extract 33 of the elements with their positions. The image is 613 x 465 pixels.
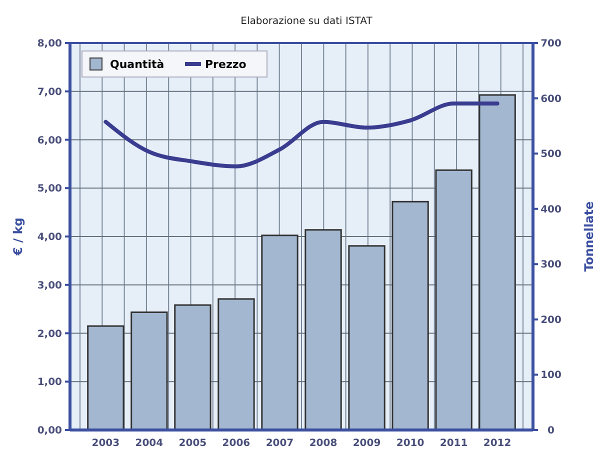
x-tick-label: 2007 <box>266 438 294 449</box>
y2-tick-label: 500 <box>540 149 562 160</box>
y-tick-label: 5,00 <box>37 184 62 195</box>
x-tick-label: 2004 <box>135 438 164 449</box>
y2-tick-label: 400 <box>540 204 562 216</box>
y-tick-label: 0,00 <box>37 426 62 436</box>
y2-tick-label: 300 <box>540 260 562 271</box>
y2-tick-label: 100 <box>540 370 562 382</box>
x-tick-label: 2011 <box>440 438 468 449</box>
x-tick-label: 2010 <box>396 438 424 449</box>
y-tick-label: 6,00 <box>37 135 62 146</box>
y2-axis-title: Tonnellate <box>582 201 596 272</box>
y2-tick-label: 700 <box>540 38 562 50</box>
line-series <box>104 101 500 168</box>
y-tick-label: 4,00 <box>37 232 62 243</box>
y2-tick-label: 0 <box>548 426 555 436</box>
y-tick-label: 3,00 <box>37 280 62 292</box>
x-tick-label: 2012 <box>483 438 512 449</box>
y-tick-label: 7,00 <box>37 86 62 98</box>
y-tick-label: 2,00 <box>37 328 62 340</box>
y2-tick-label: 200 <box>540 314 562 326</box>
y-axis-title: € / kg <box>11 218 25 256</box>
y2-tick-label: 600 <box>540 94 562 105</box>
x-tick-label: 2006 <box>222 438 250 449</box>
legend-label: Quantità <box>110 58 164 71</box>
chart-subtitle: Elaborazione su dati ISTAT <box>240 16 374 27</box>
y-tick-label: 1,00 <box>37 377 62 388</box>
x-tick-label: 2009 <box>352 438 381 449</box>
y-tick-label: 8,00 <box>37 38 62 50</box>
x-tick-label: 2005 <box>178 438 207 449</box>
legend-label: Prezzo <box>205 58 247 71</box>
x-tick-label: 2008 <box>309 438 338 449</box>
x-tick-label: 2003 <box>92 438 120 449</box>
